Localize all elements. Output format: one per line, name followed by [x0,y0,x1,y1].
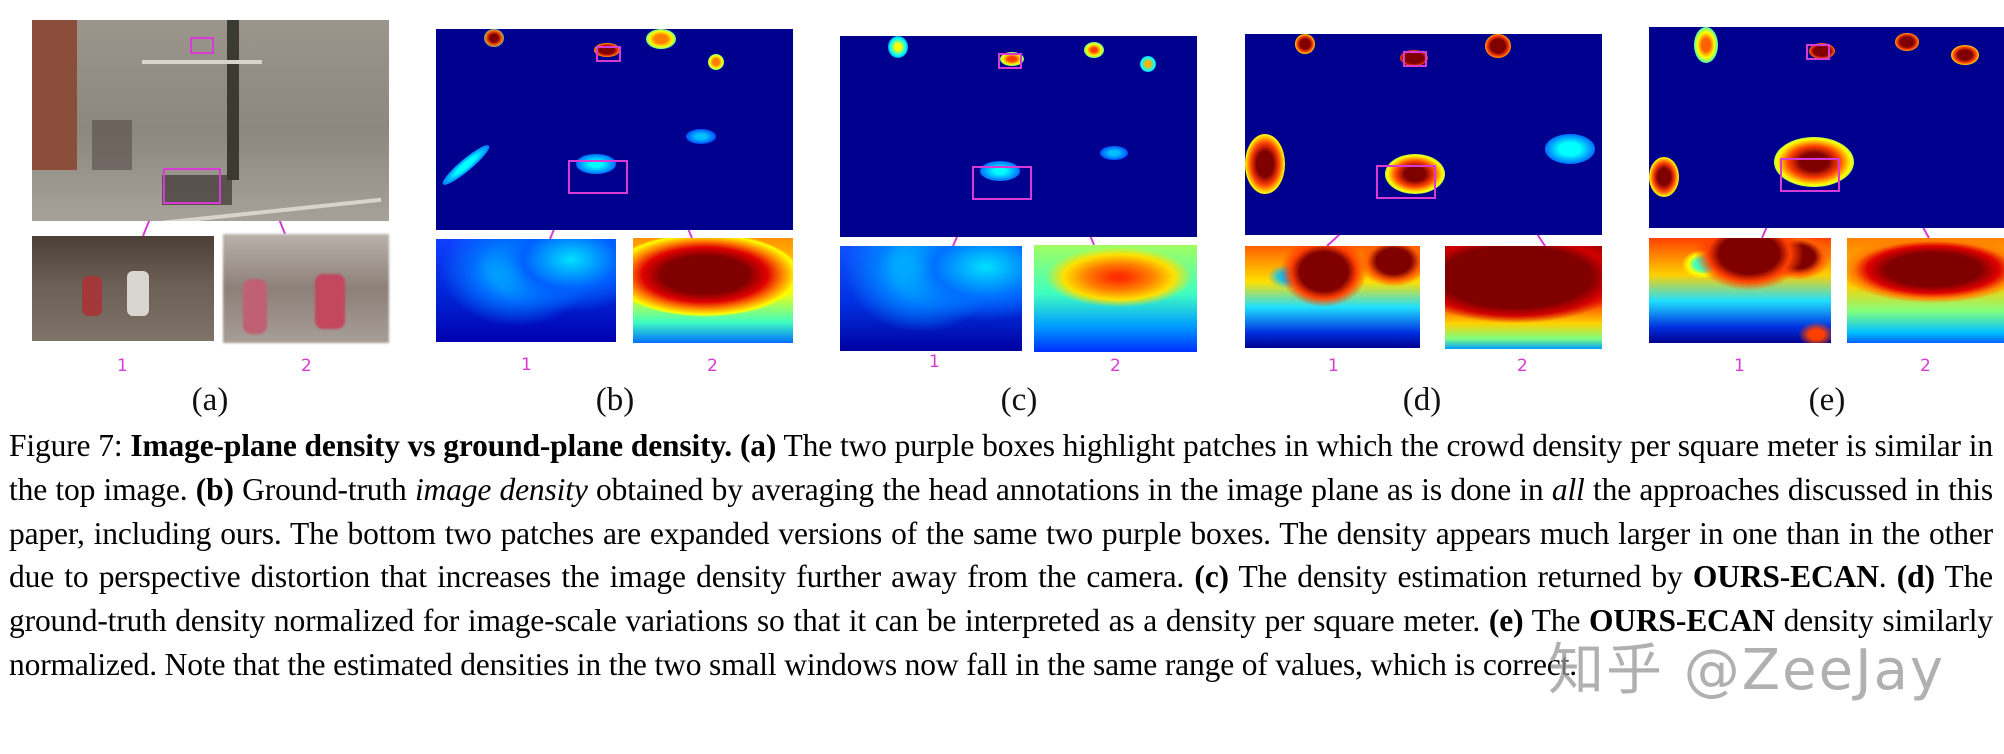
patch-label-1: 1 [1328,356,1339,376]
highlight-box-2 [1403,51,1427,67]
patch-label-2: 2 [301,356,312,376]
highlight-box-2 [596,46,621,62]
caption-tag-c: (c) [1194,559,1229,595]
patch-label-2: 2 [1920,356,1931,376]
highlight-box-2 [190,37,214,54]
panel-label-b: (b) [595,382,635,418]
patch-2-photo [223,234,389,343]
patch-1-density [1649,238,1831,343]
watermark: 知乎 @ZeeJay [1548,638,1946,703]
figure-caption: Figure 7: Image-plane density vs ground-… [9,428,1994,682]
patch-label-1: 1 [1734,356,1745,376]
patch-2-density [1034,245,1197,352]
density-map-ours-ecan-normalized [1649,27,2004,228]
highlight-box-1 [972,166,1032,200]
highlight-box-1 [568,160,628,194]
density-map-ours-ecan [840,36,1197,237]
method-name: OURS-ECAN [1692,559,1879,595]
method-name: OURS-ECAN [1588,603,1775,639]
patch-label-2: 2 [1517,356,1528,376]
highlight-box-1 [1376,165,1436,199]
patch-label-2: 2 [1110,356,1121,376]
panel-label-e: (e) [1808,382,1846,418]
patch-1-photo [32,236,214,341]
highlight-box-2 [998,53,1022,69]
caption-title: Image-plane density vs ground-plane dens… [130,428,733,463]
highlight-box-2 [1806,44,1830,60]
caption-tag-a: (a) [739,428,777,463]
patch-label-1: 1 [521,355,532,375]
flagpole [227,20,239,180]
patch-2-density [633,238,793,343]
patch-label-1: 1 [929,352,940,372]
crowd-photo [32,20,389,221]
panel-label-c: (c) [1000,382,1038,418]
panel-label-a: (a) [191,382,229,418]
highlight-box-1 [163,168,221,204]
patch-label-2: 2 [707,356,718,376]
highlight-box-1 [1780,158,1840,192]
caption-tag-e: (e) [1488,603,1524,639]
patch-1-density [436,239,616,342]
panel-label-d: (d) [1402,382,1442,418]
caption-tag-b: (b) [195,471,234,507]
patch-1-density [1245,246,1420,348]
building-facade [32,20,77,170]
caption-tag-d: (d) [1896,559,1935,595]
patch-2-density [1847,238,2004,343]
figure-number: Figure 7: [9,428,123,463]
patch-1-density [840,246,1022,351]
density-map-ground-truth-normalized [1245,34,1602,235]
density-map-ground-truth [436,29,793,230]
patch-label-1: 1 [117,356,128,376]
patch-2-density [1445,246,1602,349]
